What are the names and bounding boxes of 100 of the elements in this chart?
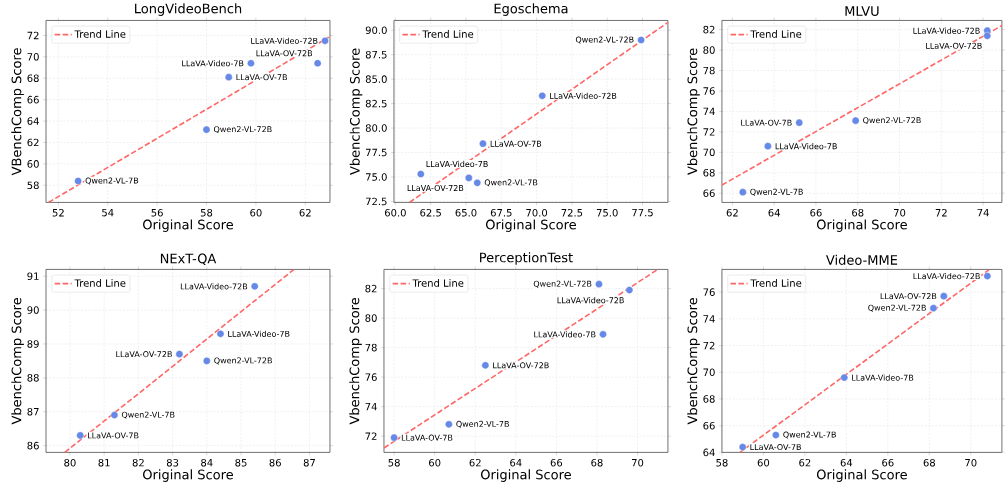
point [772, 431, 780, 439]
y-tick-label: 70 [703, 148, 715, 156]
y-tick-label: 80 [365, 314, 377, 322]
annotation: LLaVA-OV-72B [493, 362, 549, 369]
chart-title: NExT-QA [160, 253, 217, 265]
y-tick-label: 74 [365, 402, 377, 411]
point [625, 286, 634, 294]
x-tick-label: 65.0 [455, 208, 477, 217]
x-axis-title: Original Score [143, 469, 234, 482]
y-tick-label: 68 [27, 74, 39, 82]
y-tick-label: 76 [365, 373, 377, 381]
y-tick-label: 78 [365, 343, 377, 352]
annotation: Qwen2-VL-7B [456, 420, 509, 428]
y-axis-title: VBenchComp Score [11, 47, 24, 176]
x-tick-label: 64 [510, 458, 522, 467]
point [538, 91, 547, 100]
chart-title: Egoschema [494, 3, 568, 16]
y-tick-label: 74 [703, 315, 715, 323]
x-tick-label: 64 [840, 458, 853, 467]
x-tick-label: 62 [799, 458, 811, 467]
point [983, 31, 992, 40]
point [473, 178, 482, 187]
y-tick-label: 85.0 [365, 75, 387, 83]
annotation: LLaVA-Video-7B [228, 330, 290, 337]
x-tick-label: 68 [591, 458, 603, 467]
annotation: LLaVA-Video-72B [913, 272, 980, 279]
x-axis-title: Original Score [816, 469, 907, 482]
x-axis-title: Original Score [485, 219, 576, 232]
annotation: Qwen2-VL-72B [868, 304, 926, 312]
y-tick-label: 72 [27, 31, 39, 39]
point [465, 173, 473, 182]
x-tick-label: 82 [132, 458, 144, 467]
x-tick-label: 62.5 [420, 208, 441, 217]
x-tick-label: 68 [852, 208, 864, 217]
x-tick-label: 60.0 [384, 208, 406, 217]
y-tick-label: 76 [703, 87, 715, 95]
y-tick-label: 68 [703, 168, 715, 177]
point [110, 411, 119, 419]
x-tick-label: 85 [235, 458, 247, 467]
point [224, 73, 233, 81]
y-tick-label: 87 [27, 407, 39, 416]
x-tick-label: 64 [768, 208, 780, 217]
legend-label: Trend Line [422, 29, 474, 38]
point [247, 59, 255, 67]
y-tick-label: 87.5 [365, 50, 387, 59]
y-tick-label: 72.5 [365, 197, 387, 206]
annotation: LLaVA-Video-72B [913, 27, 980, 34]
point [313, 59, 322, 67]
chart-title: Video-MME [826, 254, 898, 265]
legend-label: Trend Line [74, 278, 126, 287]
annotation: LLaVA-OV-7B [88, 432, 139, 439]
point [202, 125, 211, 134]
x-tick-label: 66 [882, 458, 894, 467]
y-tick-label: 66 [703, 421, 715, 430]
point [940, 292, 948, 300]
x-tick-label: 75.0 [596, 208, 618, 217]
x-axis-title: Original Score [480, 469, 571, 482]
x-tick-label: 70.0 [526, 208, 548, 217]
annotation: LLaVA-Video-7B [426, 160, 488, 167]
annotation: LLaVA-OV-72B [407, 184, 464, 191]
chart-title: MLVU [845, 6, 879, 16]
y-tick-label: 86 [27, 441, 39, 450]
annotation: LLaVA-OV-7B [750, 443, 801, 450]
annotation: LLaVA-OV-7B [490, 140, 542, 147]
x-tick-label: 58 [716, 458, 728, 467]
x-tick-label: 77.5 [632, 208, 653, 217]
annotation: Qwen2-VL-7B [121, 411, 175, 419]
x-tick-label: 68 [923, 458, 935, 467]
point [321, 36, 329, 45]
x-tick-label: 56 [151, 208, 163, 217]
y-tick-label: 70 [27, 52, 39, 61]
point [929, 304, 938, 312]
x-tick-label: 58 [200, 208, 213, 217]
y-tick-label: 82 [703, 25, 715, 34]
y-tick-label: 60 [27, 159, 39, 168]
point [851, 116, 860, 125]
point [739, 188, 747, 196]
y-tick-label: 77.5 [365, 148, 387, 157]
x-tick-label: 62 [726, 208, 738, 217]
annotation: LLaVA-OV-72B [116, 350, 172, 357]
x-tick-label: 62 [469, 458, 481, 467]
x-tick-label: 74 [977, 208, 989, 217]
annotation: LLaVA-Video-7B [852, 374, 914, 381]
x-tick-label: 83 [166, 458, 179, 467]
y-tick-label: 68 [703, 394, 715, 403]
y-tick-label: 82.5 [365, 99, 387, 108]
x-tick-label: 66 [550, 458, 563, 467]
point [599, 330, 607, 338]
point [203, 356, 211, 365]
y-tick-label: 82 [365, 284, 377, 293]
annotation: LLaVA-Video-7B [534, 331, 596, 338]
y-tick-label: 72 [365, 432, 377, 440]
x-tick-label: 72.5 [561, 208, 583, 217]
annotation: LLaVA-Video-72B [557, 296, 624, 304]
x-tick-label: 60 [429, 458, 441, 467]
y-tick-label: 80 [703, 46, 715, 54]
y-tick-label: 72 [703, 127, 715, 136]
annotation: LLaVA-OV-72B [256, 50, 313, 57]
legend-label: Trend Line [750, 29, 802, 38]
y-tick-label: 80.0 [365, 124, 387, 132]
